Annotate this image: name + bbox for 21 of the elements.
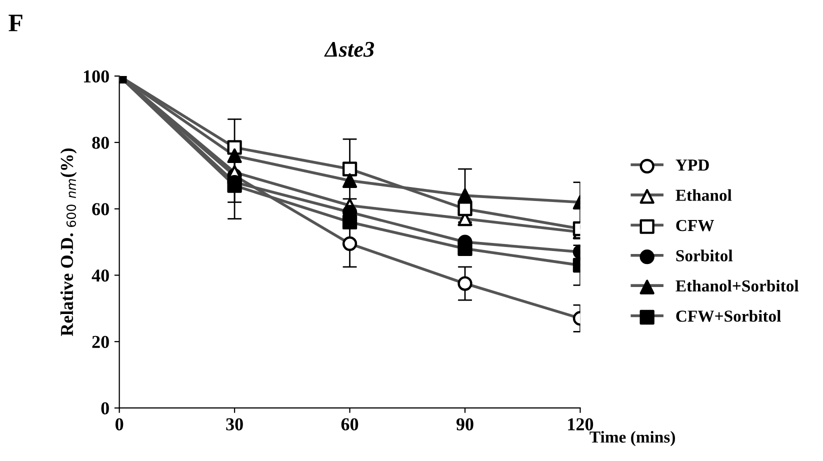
y-axis-title: Relative O.D. $_{600 nm}$(%) (60, 148, 77, 336)
x-axis-title: Time (mins) (590, 430, 675, 446)
legend-label: Ethanol (676, 189, 732, 201)
y-tick-label: 60 (92, 203, 109, 216)
y-tick-label: 20 (92, 336, 109, 348)
x-tick-label: 90 (456, 418, 474, 430)
x-tick-label: 60 (341, 418, 358, 430)
legend-label: CFW+Sorbitol (676, 310, 781, 322)
legend-label: Ethanol+Sorbitol (676, 280, 799, 292)
legend-label: YPD (676, 160, 709, 171)
y-tick-label: 40 (92, 269, 109, 282)
legend-label: Sorbitol (676, 250, 733, 262)
y-tick-label: 100 (84, 70, 109, 83)
x-tick-label: 120 (568, 418, 594, 430)
y-tick-label: 0 (101, 402, 109, 414)
x-tick-label: 30 (226, 418, 243, 430)
x-tick-label: 0 (116, 418, 124, 430)
y-tick-label: 80 (92, 136, 109, 149)
chart-title: Δste3 (324, 42, 374, 57)
legend-label: CFW (676, 220, 714, 232)
text: F (8, 14, 22, 32)
